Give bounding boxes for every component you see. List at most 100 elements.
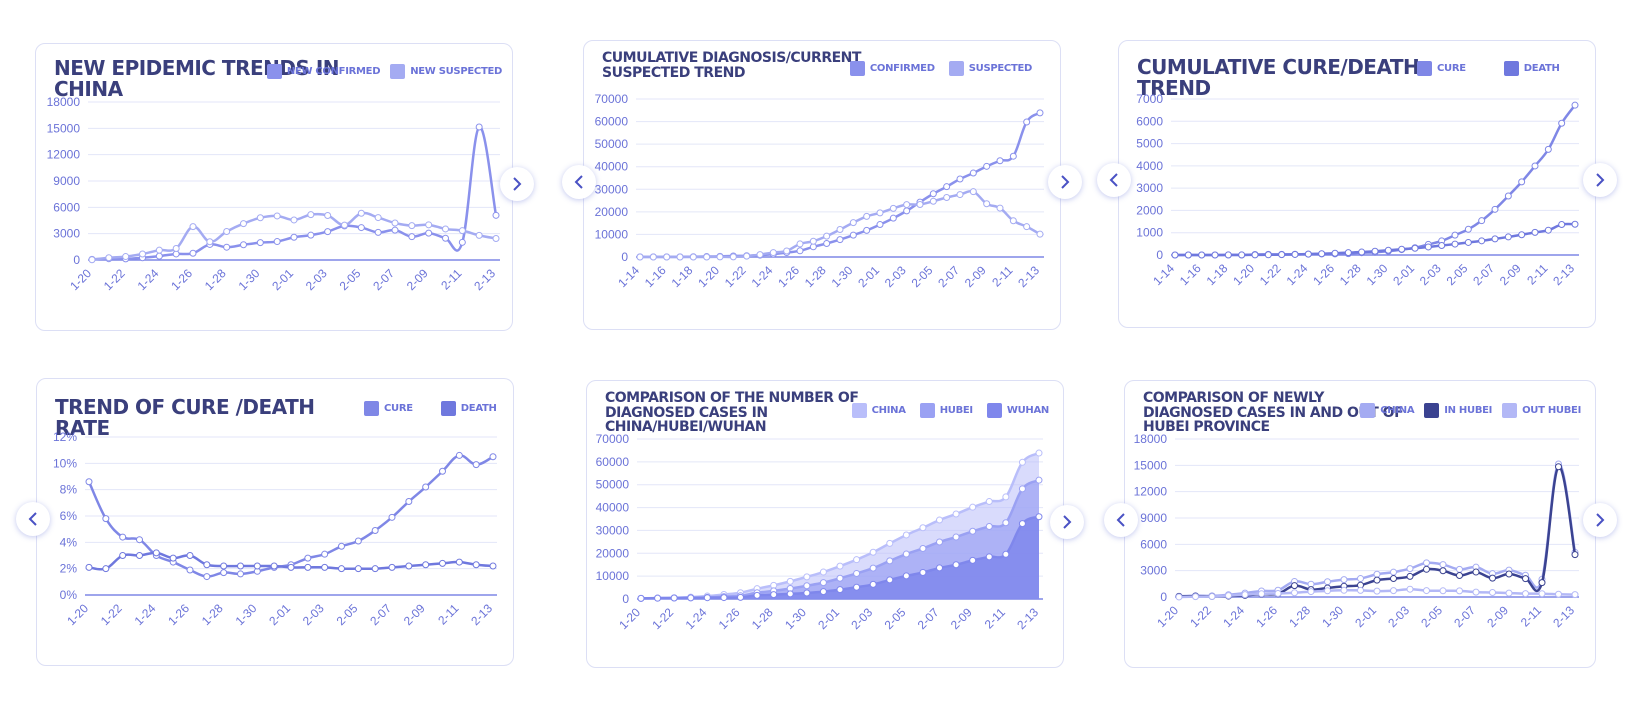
series-line bbox=[639, 111, 1041, 259]
legend-swatch bbox=[851, 403, 867, 418]
data-point bbox=[1472, 568, 1480, 576]
data-point bbox=[737, 593, 744, 601]
data-point bbox=[290, 233, 298, 241]
next-button[interactable] bbox=[1048, 165, 1082, 199]
x-tick-label: 2-13 bbox=[1550, 603, 1577, 630]
prev-button[interactable] bbox=[1097, 163, 1131, 197]
data-point bbox=[1251, 251, 1259, 259]
legend-item-cure[interactable]: CURE bbox=[1417, 61, 1466, 76]
data-point bbox=[1478, 217, 1486, 225]
legend-item-death[interactable]: DEATH bbox=[1503, 61, 1560, 76]
y-tick-label: 12000 bbox=[1134, 485, 1168, 499]
x-tick-label: 2-09 bbox=[948, 605, 975, 632]
y-tick-label: 40000 bbox=[595, 160, 629, 174]
data-point bbox=[943, 183, 951, 191]
legend-item-suspected[interactable]: SUSPECTED bbox=[948, 61, 1032, 76]
legend-item-china[interactable]: CHINA bbox=[851, 403, 906, 418]
data-point bbox=[1424, 243, 1432, 251]
data-point bbox=[1531, 228, 1539, 236]
data-point bbox=[1439, 561, 1447, 569]
y-tick-label: 18000 bbox=[47, 95, 81, 109]
x-tick-label: 1-20 bbox=[616, 605, 643, 632]
data-point bbox=[458, 227, 466, 235]
legend-item-cure[interactable]: CURE bbox=[364, 401, 413, 416]
data-point bbox=[408, 233, 416, 241]
data-point bbox=[1291, 250, 1299, 258]
data-point bbox=[1171, 251, 1179, 259]
data-point bbox=[716, 253, 724, 261]
data-point bbox=[422, 561, 430, 569]
chart-title: COMPARISON OF NEWLY DIAGNOSED CASES IN A… bbox=[1143, 390, 1404, 436]
y-tick-label: 6% bbox=[60, 509, 78, 523]
prev-button[interactable] bbox=[562, 165, 596, 199]
legend-item-confirmed[interactable]: CONFIRMED bbox=[849, 61, 935, 76]
data-point bbox=[1175, 593, 1183, 601]
data-point bbox=[687, 594, 695, 602]
legend-item-china[interactable]: CHINA bbox=[1360, 403, 1415, 418]
data-point bbox=[442, 234, 449, 242]
data-point bbox=[253, 562, 261, 570]
prev-button[interactable] bbox=[1104, 503, 1138, 537]
x-tick-label: 2-13 bbox=[471, 266, 498, 293]
data-point bbox=[1002, 493, 1010, 501]
prev-button[interactable] bbox=[16, 502, 50, 536]
legend-item-wuhan[interactable]: WUHAN bbox=[986, 403, 1049, 418]
legend-item-hubei[interactable]: HUBEI bbox=[919, 403, 973, 418]
x-tick-label: 1-24 bbox=[683, 605, 710, 632]
legend-swatch bbox=[919, 403, 935, 418]
data-point bbox=[836, 562, 844, 570]
chart-card-new-epidemic: NEW EPIDEMIC TRENDS IN CHINA NEW CONFIRM… bbox=[35, 43, 513, 331]
data-point bbox=[889, 214, 897, 222]
x-tick-label: 1-28 bbox=[199, 601, 226, 628]
legend-label: WUHAN bbox=[1006, 405, 1049, 416]
x-tick-label: 1-14 bbox=[1150, 261, 1177, 288]
legend-item-out-hubei[interactable]: OUT HUBEI bbox=[1502, 403, 1581, 418]
x-tick-label: 1-26 bbox=[716, 605, 743, 632]
data-point bbox=[1406, 585, 1414, 593]
x-tick-label: 2-09 bbox=[962, 263, 989, 290]
next-button[interactable] bbox=[1583, 503, 1617, 537]
data-point bbox=[1504, 233, 1512, 241]
data-point bbox=[1371, 247, 1379, 255]
data-point bbox=[122, 253, 130, 261]
data-point bbox=[936, 564, 943, 572]
y-tick-label: 2% bbox=[60, 562, 78, 576]
x-tick-label: 2-03 bbox=[303, 266, 330, 293]
data-point bbox=[836, 226, 844, 234]
x-tick-label: 1-24 bbox=[132, 601, 159, 628]
y-tick-label: 7000 bbox=[1136, 92, 1163, 106]
data-point bbox=[770, 591, 778, 599]
x-tick-label: 1-28 bbox=[1286, 603, 1313, 630]
legend-item-death[interactable]: DEATH bbox=[440, 401, 497, 416]
next-button[interactable] bbox=[500, 167, 534, 201]
data-point bbox=[189, 223, 197, 231]
legend-label: CURE bbox=[384, 403, 413, 414]
data-point bbox=[206, 238, 214, 246]
data-point bbox=[1571, 591, 1579, 599]
legend-item-new-suspected[interactable]: NEW SUSPECTED bbox=[390, 64, 502, 79]
legend-swatch bbox=[948, 61, 964, 76]
y-tick-label: 3000 bbox=[1136, 181, 1163, 195]
data-point bbox=[1456, 572, 1463, 580]
data-point bbox=[492, 234, 500, 242]
legend-item-in-hubei[interactable]: IN HUBEI bbox=[1424, 403, 1492, 418]
y-tick-label: 20000 bbox=[595, 205, 629, 219]
data-point bbox=[1023, 223, 1031, 231]
data-point bbox=[1411, 244, 1419, 252]
data-point bbox=[472, 561, 480, 569]
data-point bbox=[388, 563, 396, 571]
data-point bbox=[324, 228, 332, 236]
next-button[interactable] bbox=[1050, 505, 1084, 539]
y-tick-label: 12000 bbox=[47, 148, 81, 162]
legend-item-new-confirmed[interactable]: NEW CONFIRMED bbox=[266, 64, 381, 79]
data-point bbox=[823, 240, 831, 248]
data-point bbox=[1238, 251, 1246, 259]
data-point bbox=[1531, 162, 1539, 170]
y-tick-label: 8% bbox=[60, 483, 78, 497]
data-point bbox=[1518, 231, 1526, 239]
data-point bbox=[256, 239, 264, 247]
next-button[interactable] bbox=[1583, 163, 1617, 197]
data-point bbox=[1456, 587, 1463, 595]
data-point bbox=[1211, 251, 1219, 259]
data-point bbox=[290, 216, 298, 224]
